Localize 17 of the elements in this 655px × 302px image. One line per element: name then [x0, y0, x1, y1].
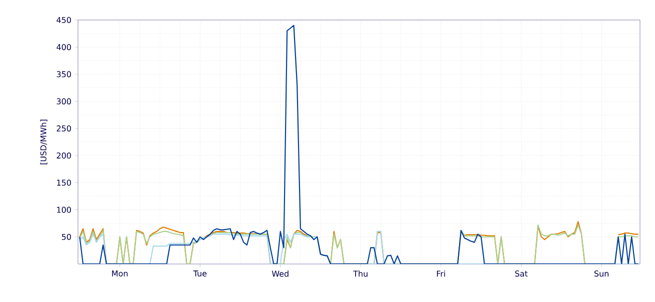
y-tick-label: 250	[56, 125, 71, 132]
y-tick-label: 450	[56, 16, 71, 24]
y-tick-label: 350	[56, 71, 71, 78]
y-tick-label: 400	[56, 44, 71, 50]
x-tick-label: Sun	[594, 270, 608, 277]
x-tick-label: Thu	[353, 270, 368, 277]
y-tick-label: 100	[57, 206, 71, 213]
y-tick-label: 200	[56, 152, 71, 159]
y-tick-label: 300	[56, 98, 71, 104]
x-tick-label: Wed	[272, 270, 288, 277]
x-tick-label: Fri	[436, 270, 445, 277]
x-tick-label: Tue	[193, 270, 207, 276]
y-axis-title: [USD/MWh]	[40, 120, 48, 164]
y-tick-label: 50	[62, 234, 71, 240]
x-tick-label: Mon	[112, 270, 128, 276]
y-tick-label: 150	[57, 180, 71, 186]
x-tick-label: Sat	[515, 270, 528, 277]
